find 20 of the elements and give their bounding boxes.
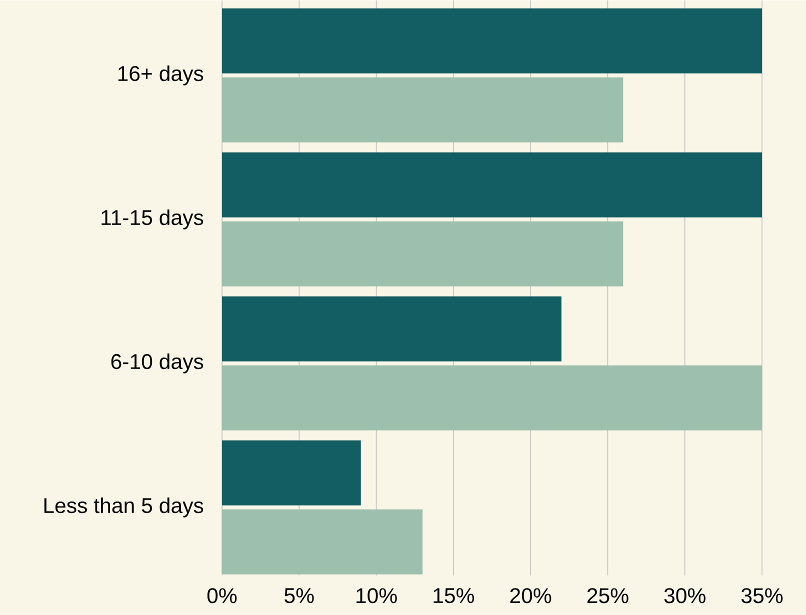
bar [222,77,624,142]
x-tick-label: 15% [434,588,474,603]
x-tick-label: 20% [510,588,552,604]
bar [222,152,762,218]
bar [222,221,624,286]
bar [222,440,361,506]
x-tick-label: 25% [587,588,628,604]
bar [222,365,762,430]
x-tick-label: 5% [284,588,314,603]
y-tick-label: 16+ days [118,65,204,86]
x-tick-label: 35% [741,588,783,604]
bar [222,8,762,74]
y-tick-label: 6-10 days [111,353,204,374]
y-tick-label: Less than 5 days [44,497,204,518]
bar [222,296,562,362]
bar [222,509,423,574]
x-tick-label: 30% [664,588,706,604]
x-tick-label: 0% [207,588,237,604]
y-tick-label: 11-15 days [102,209,204,230]
x-tick-label: 10% [356,588,397,604]
